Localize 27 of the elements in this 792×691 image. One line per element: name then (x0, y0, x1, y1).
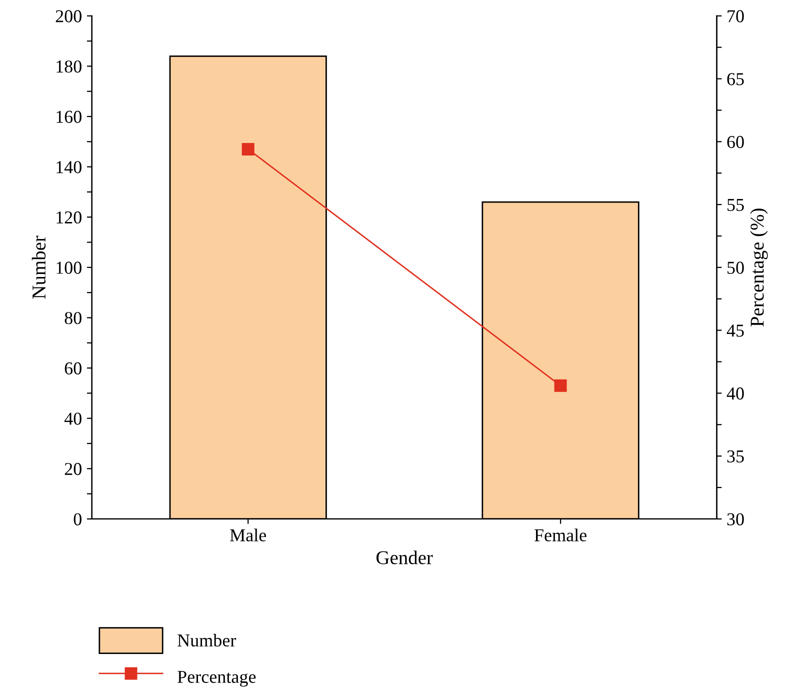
y2-tick-label: 30 (727, 513, 744, 526)
y-tick-label: 60 (64, 362, 82, 374)
y2-tick-label: 50 (728, 262, 744, 274)
y2-tick-label: 35 (727, 450, 744, 462)
y2-tick-label: 60 (727, 136, 744, 148)
y-tick-label: 200 (56, 10, 82, 22)
y2-tick-label: 40 (726, 387, 744, 400)
y2-tick-label: 65 (727, 73, 744, 86)
y-tick-label: 20 (64, 462, 82, 476)
y-tick-label: 120 (56, 211, 82, 224)
y2-tick-label: 70 (728, 10, 744, 22)
y-tick-label: 0 (74, 513, 82, 526)
legend-label: Percentage (178, 670, 256, 687)
y2-tick-label: 55 (728, 198, 744, 211)
y2-tick-label: 45 (726, 324, 744, 337)
x-tick-label: Female (534, 528, 586, 542)
x-tick-label: Male (230, 528, 266, 542)
y-tick-label: 180 (56, 60, 82, 73)
y-tick-label: 160 (56, 110, 82, 123)
y-tick-label: 140 (56, 161, 82, 174)
legend-label: Number (178, 634, 236, 647)
y-tick-label: 80 (64, 312, 82, 324)
y-tick-label: 100 (56, 262, 82, 274)
y2-axis-title: Percentage (%) (750, 208, 768, 327)
y-axis-title: Number (32, 236, 46, 299)
x-axis-title: Gender (376, 550, 433, 564)
y-tick-label: 40 (64, 412, 82, 425)
